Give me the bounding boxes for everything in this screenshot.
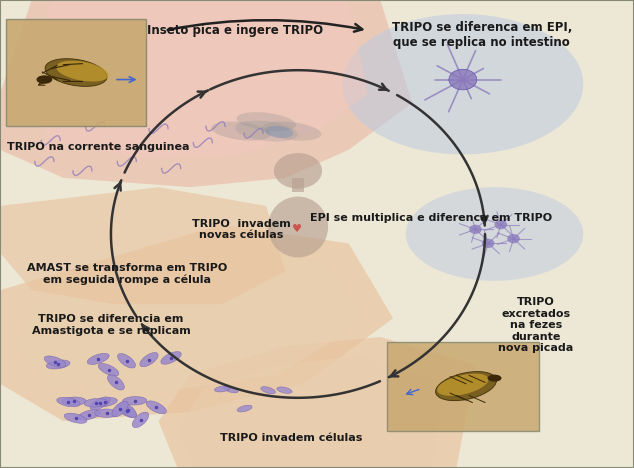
Ellipse shape xyxy=(44,356,66,367)
Circle shape xyxy=(274,153,322,189)
Ellipse shape xyxy=(342,14,583,154)
Ellipse shape xyxy=(146,401,166,414)
Ellipse shape xyxy=(78,410,101,420)
Ellipse shape xyxy=(87,353,109,365)
Ellipse shape xyxy=(64,413,87,423)
Polygon shape xyxy=(0,225,393,421)
Ellipse shape xyxy=(235,121,297,141)
Text: AMAST se transforma em TRIPO
em seguida rompe a célula: AMAST se transforma em TRIPO em seguida … xyxy=(27,263,227,285)
Polygon shape xyxy=(158,337,476,468)
Ellipse shape xyxy=(214,386,230,392)
FancyBboxPatch shape xyxy=(387,342,539,431)
Ellipse shape xyxy=(108,375,124,390)
Ellipse shape xyxy=(90,397,110,410)
Text: TRIPO na corrente sanguinea: TRIPO na corrente sanguinea xyxy=(7,142,190,153)
Polygon shape xyxy=(0,187,285,304)
Ellipse shape xyxy=(84,399,108,407)
Text: TRIPO se diferenca em EPI,
que se replica no intestino: TRIPO se diferenca em EPI, que se replic… xyxy=(392,21,572,49)
Circle shape xyxy=(469,225,482,234)
Ellipse shape xyxy=(46,360,70,369)
Ellipse shape xyxy=(437,373,489,396)
Text: TRIPO se diferencia em
Amastigota e se replicam: TRIPO se diferencia em Amastigota e se r… xyxy=(32,314,190,336)
Circle shape xyxy=(449,69,477,90)
Ellipse shape xyxy=(277,387,292,394)
Polygon shape xyxy=(0,0,412,187)
Text: TRIPO  invadem
novas células: TRIPO invadem novas células xyxy=(191,219,290,240)
Ellipse shape xyxy=(133,412,149,428)
Ellipse shape xyxy=(36,75,52,84)
FancyBboxPatch shape xyxy=(292,178,304,192)
Circle shape xyxy=(507,234,520,243)
Ellipse shape xyxy=(265,126,293,138)
Text: TRIPO
excretados
na fezes
durante
nova picada: TRIPO excretados na fezes durante nova p… xyxy=(498,297,573,353)
Ellipse shape xyxy=(98,364,119,376)
Polygon shape xyxy=(178,356,444,468)
Ellipse shape xyxy=(123,396,146,405)
Ellipse shape xyxy=(261,387,275,394)
Ellipse shape xyxy=(406,187,583,281)
Ellipse shape xyxy=(140,352,158,367)
Ellipse shape xyxy=(62,397,86,405)
Ellipse shape xyxy=(488,374,501,382)
Ellipse shape xyxy=(119,402,136,417)
FancyBboxPatch shape xyxy=(6,19,146,126)
Ellipse shape xyxy=(94,409,119,417)
Text: ♥: ♥ xyxy=(292,224,302,234)
Ellipse shape xyxy=(112,402,128,417)
Circle shape xyxy=(495,220,507,229)
Ellipse shape xyxy=(56,397,80,407)
Text: Inseto pica e ingere TRIPO: Inseto pica e ingere TRIPO xyxy=(146,24,323,37)
Ellipse shape xyxy=(236,112,296,131)
Ellipse shape xyxy=(45,58,107,87)
Polygon shape xyxy=(13,243,368,393)
Ellipse shape xyxy=(268,197,328,257)
Ellipse shape xyxy=(436,372,496,401)
Ellipse shape xyxy=(237,405,252,412)
Ellipse shape xyxy=(211,122,271,140)
Ellipse shape xyxy=(117,353,136,368)
Ellipse shape xyxy=(117,404,136,417)
Ellipse shape xyxy=(94,397,117,407)
Ellipse shape xyxy=(262,122,321,140)
Text: TRIPO invadem células: TRIPO invadem células xyxy=(221,432,363,443)
Ellipse shape xyxy=(224,386,238,393)
Circle shape xyxy=(482,239,495,248)
Polygon shape xyxy=(25,0,368,159)
Text: EPI se multiplica e diferenca em TRIPO: EPI se multiplica e diferenca em TRIPO xyxy=(310,212,552,223)
Ellipse shape xyxy=(161,351,181,364)
Ellipse shape xyxy=(56,61,108,81)
